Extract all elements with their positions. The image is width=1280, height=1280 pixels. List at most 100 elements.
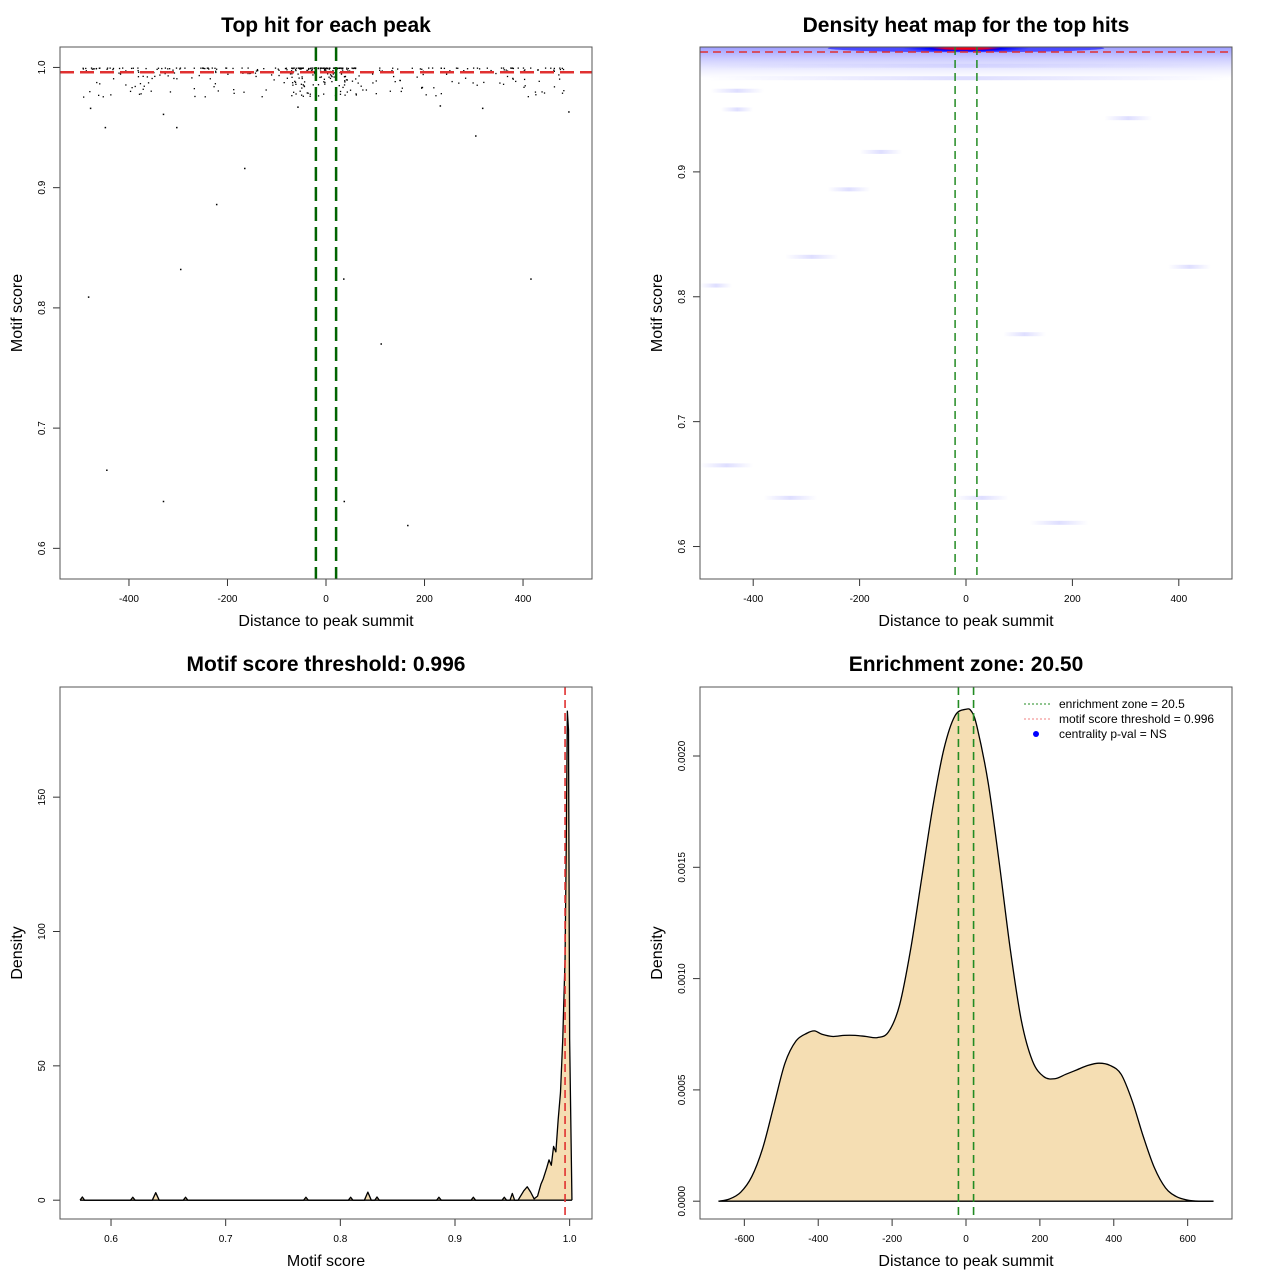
scatter-point (138, 93, 141, 95)
scatter-point (534, 91, 537, 93)
scatter-point (215, 203, 218, 206)
scatter-point (176, 126, 178, 129)
x-axis: -400 -200 0 200 400 (119, 578, 532, 605)
x-tick-label: 1.0 (563, 1234, 577, 1245)
heatmap-cell-band (1168, 264, 1211, 269)
y-tick-label: 0.0020 (677, 740, 688, 771)
scatter-point (273, 79, 275, 81)
x-tick-label: 0.8 (333, 1234, 347, 1245)
scatter-point (300, 67, 303, 69)
scatter-point (344, 80, 346, 82)
y-axis-label: Density (649, 926, 666, 979)
scatter-point (175, 67, 178, 69)
scatter-point (317, 67, 319, 70)
scatter-point (344, 94, 346, 96)
scatter-point (99, 67, 101, 69)
chart-title: Density heat map for the top hits (803, 14, 1130, 37)
scatter-point (297, 73, 299, 75)
scatter-point (139, 82, 142, 85)
scatter-point (309, 93, 311, 95)
scatter-point (193, 67, 195, 69)
scatter-point (343, 76, 346, 78)
scatter-point (378, 69, 381, 71)
heatmap-cell-band (1104, 116, 1153, 121)
scatter-point (129, 90, 132, 93)
scatter-point (167, 75, 169, 77)
scatter-point (524, 69, 526, 71)
scatter-point (147, 82, 150, 84)
legend-label: centrality p-val = NS (1059, 727, 1167, 741)
scatter-point (523, 86, 525, 88)
scatter-point (428, 67, 430, 69)
scatter-point (351, 80, 354, 82)
scatter-point (457, 67, 459, 69)
heatmap-cell-band (700, 463, 754, 468)
scatter-point (342, 70, 344, 72)
scatter-point (292, 84, 294, 86)
scatter-point (506, 75, 509, 78)
scatter-point (511, 67, 514, 69)
y-tick-label: 0 (37, 1197, 48, 1203)
scatter-point (419, 68, 422, 70)
scatter-point (204, 67, 206, 70)
y-axis: 0.6 0.7 0.8 0.9 (677, 164, 701, 553)
scatter-point (142, 75, 144, 78)
scatter-point (339, 93, 342, 95)
scatter-point (505, 69, 507, 71)
x-tick-label: -200 (217, 594, 237, 605)
scatter-point (134, 85, 136, 88)
scatter-point (303, 85, 306, 88)
scatter-point (225, 67, 228, 69)
scatter-point (319, 68, 322, 70)
scatter-point (345, 79, 348, 81)
scatter-point (176, 78, 178, 80)
scatter-point (440, 93, 442, 95)
scatter-point (400, 90, 402, 93)
scatter-point (553, 69, 555, 71)
scatter-point (559, 67, 561, 69)
x-tick-label: 0.7 (219, 1234, 233, 1245)
scatter-point (358, 75, 360, 77)
scatter-point (137, 76, 140, 78)
scatter-point (421, 86, 424, 89)
scatter-point (323, 81, 325, 83)
scatter-point (98, 94, 100, 97)
x-tick-label: -200 (850, 594, 870, 605)
plot-frame (699, 686, 1233, 1220)
scatter-point (301, 76, 303, 78)
y-tick-label: 100 (37, 923, 48, 940)
scatter-point (329, 67, 331, 69)
scatter-point (346, 79, 349, 81)
scatter-point (394, 80, 396, 83)
panel-distance-density: Enrichment zone: 20.50 Distance to peak … (649, 653, 1233, 1270)
x-tick-label: 200 (1064, 594, 1081, 605)
heatmap-cell-band (1029, 520, 1089, 525)
scatter-point (379, 67, 381, 69)
y-axis-label: Motif score (9, 274, 26, 352)
scatter-point (298, 77, 300, 79)
scatter-point (561, 92, 564, 94)
scatter-point (290, 70, 293, 72)
legend: enrichment zone = 20.5 motif score thres… (1024, 697, 1214, 741)
scatter-point (198, 74, 200, 77)
scatter-point (371, 73, 374, 75)
heatmap-cell-band (763, 495, 818, 500)
heatmap-hotspot (902, 47, 1030, 53)
scatter-point (300, 94, 303, 96)
scatter-point (317, 84, 320, 86)
scatter-point (312, 74, 314, 76)
x-tick-label: 400 (1170, 594, 1187, 605)
scatter-point (563, 90, 565, 92)
scatter-point (306, 69, 308, 72)
scatter-point (118, 67, 121, 70)
y-tick-label: 0.6 (677, 539, 688, 553)
scatter-point (297, 106, 299, 108)
scatter-point (349, 89, 352, 91)
scatter-point (380, 343, 382, 345)
scatter-point (179, 268, 182, 271)
scatter-point (217, 90, 219, 92)
scatter-point (535, 94, 537, 96)
scatter-point (323, 67, 325, 69)
scatter-point (511, 67, 513, 69)
x-tick-label: 200 (1032, 1234, 1049, 1245)
